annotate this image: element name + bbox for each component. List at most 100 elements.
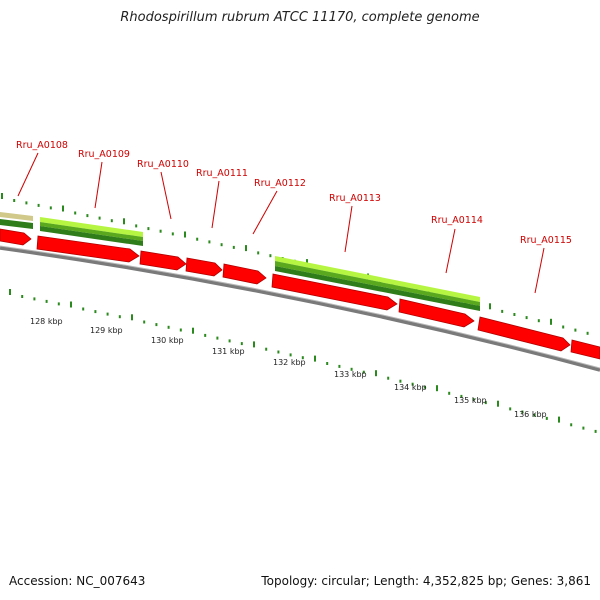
ruler-minor-tick <box>411 382 414 386</box>
cds-arrow-rru-a0113 <box>271 273 398 311</box>
ruler-minor-tick <box>33 297 36 301</box>
ruler-minor-tick <box>362 370 365 374</box>
ruler-minor-tick <box>159 229 162 233</box>
ruler-minor-tick <box>216 336 219 340</box>
ruler-label: 128 kbp <box>30 317 63 326</box>
gc-bar-2-light <box>40 217 143 237</box>
ruler-minor-tick <box>196 237 199 241</box>
gc-bar-left-light <box>0 212 33 221</box>
ruler-minor-tick <box>537 319 540 323</box>
ruler-minor-tick <box>513 313 516 316</box>
ruler-minor-tick <box>25 201 28 205</box>
gc-bar-left-dark <box>0 219 33 229</box>
ruler-minor-tick <box>240 342 243 346</box>
ruler-minor-tick <box>167 325 170 329</box>
cds-arrow-rru-a0111 <box>185 257 223 277</box>
ruler-minor-tick <box>521 410 524 414</box>
gc-bar-2-mid <box>40 222 143 241</box>
ruler-minor-tick <box>220 243 223 247</box>
ruler-minor-tick <box>533 413 536 417</box>
cds-arrow-rru-a0110 <box>139 250 187 271</box>
ruler-minor-tick <box>179 328 182 332</box>
ruler-minor-tick <box>399 379 402 383</box>
ruler-minor-tick <box>94 310 97 314</box>
ruler-minor-tick <box>37 203 40 207</box>
ruler-minor-tick <box>582 426 585 430</box>
ruler-minor-tick <box>204 333 207 337</box>
ruler-minor-tick <box>13 199 16 202</box>
ruler-label: 134 kbp <box>394 383 427 392</box>
gene-labels: Rru_A0108 Rru_A0109 Rru_A0110 Rru_A0111 … <box>16 140 572 246</box>
ruler-minor-tick <box>350 367 353 371</box>
ruler-minor-tick <box>277 350 280 354</box>
gene-label: Rru_A0112 <box>254 178 306 189</box>
gene-label: Rru_A0109 <box>78 149 130 160</box>
ruler-minor-tick <box>338 364 341 368</box>
genome-summary-text: Topology: circular; Length: 4,352,825 bp… <box>261 574 591 588</box>
ruler-minor-tick <box>228 339 231 343</box>
ruler-major-tick <box>306 259 308 266</box>
ruler-minor-tick <box>21 295 24 298</box>
ruler-minor-tick <box>269 254 272 258</box>
ruler-minor-tick <box>525 316 528 320</box>
ruler-minor-tick <box>594 429 597 433</box>
ruler-minor-tick <box>155 323 158 327</box>
gc-bar-2-dark <box>40 226 143 246</box>
ruler-minor-tick <box>118 315 121 319</box>
ruler-minor-tick <box>208 240 211 244</box>
gc-track <box>0 212 480 311</box>
lower-ruler-ticks <box>9 289 597 433</box>
ruler-minor-tick <box>501 309 504 313</box>
ruler-minor-tick <box>448 391 451 395</box>
ruler-major-tick <box>70 301 72 308</box>
ruler-labels: 128 kbp 129 kbp 130 kbp 131 kbp 132 kbp … <box>30 317 547 419</box>
ruler-label: 135 kbp <box>454 396 487 405</box>
ruler-minor-tick <box>74 211 77 215</box>
ruler-minor-tick <box>586 331 589 335</box>
ruler-major-tick <box>314 355 316 362</box>
gc-bar-3-light <box>275 256 480 302</box>
ruler-minor-tick <box>98 216 101 220</box>
ruler-major-tick <box>558 416 560 423</box>
ruler-minor-tick <box>232 245 235 249</box>
ruler-minor-tick <box>143 320 146 324</box>
cds-arrow-next <box>570 339 600 360</box>
gene-label: Rru_A0111 <box>196 168 248 179</box>
gene-label: Rru_A0113 <box>329 193 381 204</box>
ruler-minor-tick <box>147 227 150 231</box>
ruler-major-tick <box>489 303 491 310</box>
ruler-label: 132 kbp <box>273 358 306 367</box>
ruler-minor-tick <box>472 398 475 401</box>
gene-label: Rru_A0110 <box>137 159 189 170</box>
ruler-minor-tick <box>574 328 577 332</box>
ruler-minor-tick <box>45 299 48 303</box>
genome-backbone-highlight <box>0 245 600 369</box>
ruler-minor-tick <box>106 312 109 316</box>
map-title: Rhodospirillum rubrum ATCC 11170, comple… <box>120 10 480 25</box>
genome-backbone <box>0 246 600 372</box>
ruler-minor-tick <box>460 394 463 398</box>
gc-bar-3-mid <box>275 261 480 306</box>
ruler-major-tick <box>192 327 194 334</box>
cds-track <box>0 228 600 360</box>
ruler-major-tick <box>245 245 247 252</box>
ruler-major-tick <box>497 400 499 407</box>
ruler-major-tick <box>375 370 377 377</box>
gene-label: Rru_A0115 <box>520 235 572 246</box>
cds-arrow-rru-a0115 <box>477 316 571 352</box>
ruler-minor-tick <box>326 362 329 365</box>
ruler-label: 131 kbp <box>212 347 245 356</box>
ruler-minor-tick <box>86 214 89 218</box>
ruler-minor-tick <box>82 307 85 311</box>
ruler-minor-tick <box>423 385 426 389</box>
ruler-minor-tick <box>57 302 60 306</box>
cds-arrow-rru-a0114 <box>398 298 475 328</box>
accession-text: Accession: NC_007643 <box>9 574 146 588</box>
ruler-minor-tick <box>171 232 174 236</box>
ruler-major-tick <box>184 231 186 238</box>
ruler-label: 133 kbp <box>334 370 367 379</box>
gene-label: Rru_A0108 <box>16 140 68 151</box>
ruler-minor-tick <box>301 356 304 360</box>
ruler-minor-tick <box>387 376 390 380</box>
